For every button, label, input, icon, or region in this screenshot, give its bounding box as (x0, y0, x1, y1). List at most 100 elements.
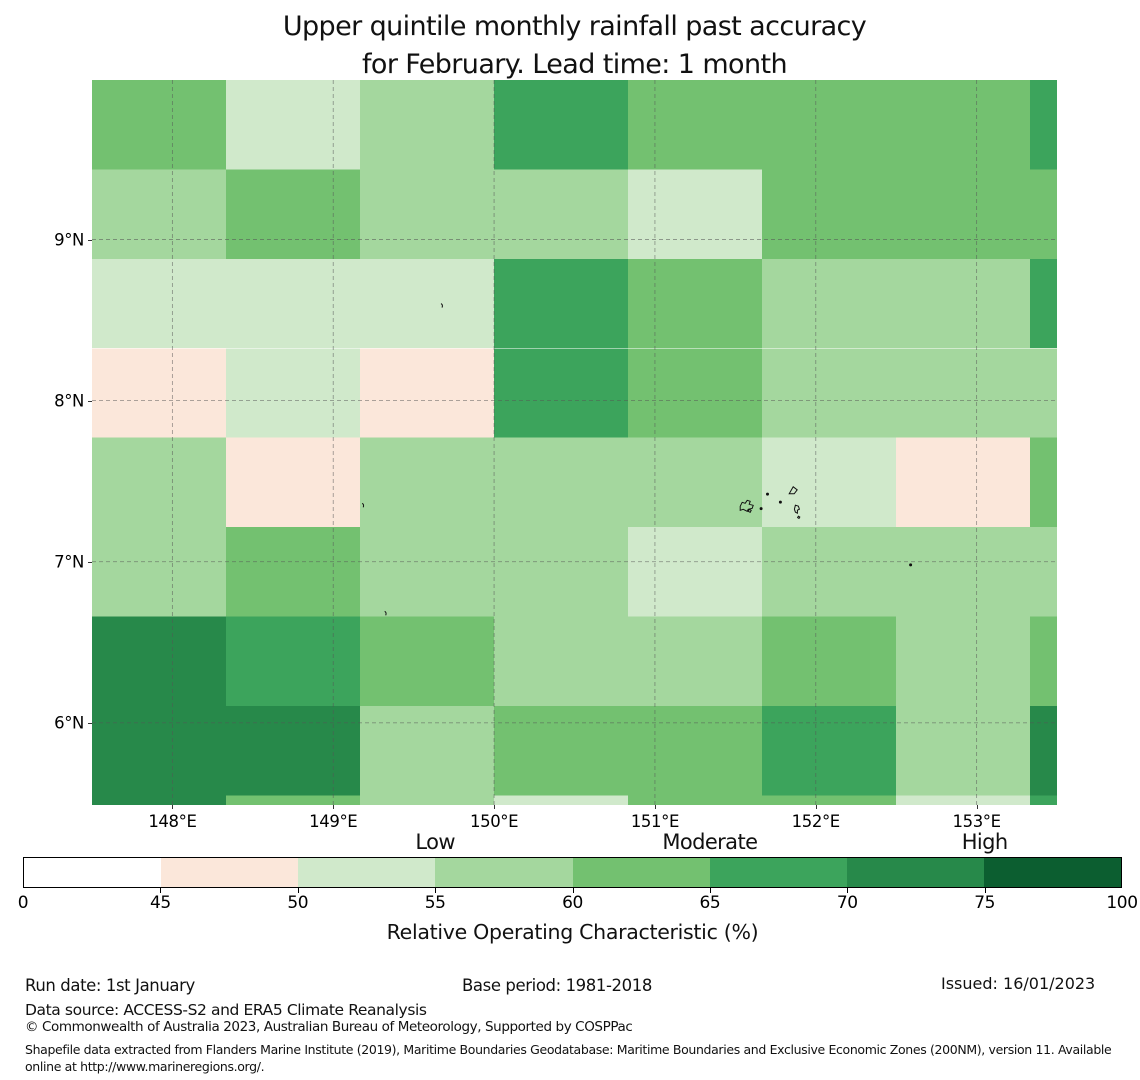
y-tick-label: 8°N (54, 391, 84, 411)
colorbar-segment (709, 858, 847, 887)
heatmap-cell (628, 705, 763, 796)
heatmap-cell (494, 616, 629, 706)
colorbar-tick-label: 65 (699, 893, 721, 913)
heatmap-cell (494, 80, 629, 170)
colorbar-segment (298, 858, 436, 887)
heatmap-cell (896, 616, 1031, 706)
island-comma (440, 303, 443, 308)
heatmap-cell (1030, 258, 1057, 349)
island-outline (361, 502, 365, 508)
island-outline (759, 507, 763, 511)
island-outline (778, 500, 782, 504)
x-tick-label: 150°E (469, 812, 519, 831)
heatmap-cell (762, 437, 897, 528)
heatmap-cell (92, 616, 226, 706)
heatmap-cell (360, 169, 495, 259)
y-tick-mark (88, 561, 92, 563)
base-period-text: Base period: 1981-2018 (462, 976, 652, 995)
x-tick-label: 149°E (309, 812, 358, 831)
heatmap-cell (896, 169, 1031, 259)
heatmap-cell (494, 348, 629, 438)
heatmap-cell (1030, 80, 1057, 170)
heatmap-cell (494, 705, 629, 796)
island-outline (766, 492, 770, 496)
heatmap-cell (226, 795, 361, 805)
x-tick-mark (494, 805, 496, 809)
heatmap-cell (92, 80, 226, 170)
chart-title: Upper quintile monthly rainfall past acc… (92, 8, 1057, 84)
heatmap-cell (1030, 705, 1057, 796)
colorbar-segment (24, 858, 162, 887)
heatmap-cell (226, 705, 361, 796)
island-outline (739, 499, 754, 513)
island-comma (361, 502, 365, 508)
heatmap-cell (1030, 616, 1057, 706)
island-tri (788, 486, 798, 495)
x-tick-mark (654, 805, 656, 809)
island-hook (793, 504, 801, 520)
x-tick-label: 148°E (148, 812, 197, 831)
y-tick-label: 7°N (54, 552, 84, 572)
colorbar-tick-label: 50 (287, 893, 309, 913)
colorbar-axis-label: Relative Operating Characteristic (%) (386, 920, 759, 944)
heatmap-cell (494, 258, 629, 349)
colorbar-tick-label: 45 (149, 893, 171, 913)
y-tick-mark (88, 400, 92, 402)
island-dot (759, 507, 763, 511)
colorbar-tick-label: 60 (562, 893, 583, 913)
heatmap-cell (628, 437, 763, 528)
heatmap-cell (494, 169, 629, 259)
island-outline (788, 486, 798, 495)
heatmap-cell (1030, 437, 1057, 528)
heatmap-cell (762, 795, 897, 805)
y-tick-mark (88, 722, 92, 724)
island-dot (766, 492, 770, 496)
heatmap-cell (762, 348, 897, 438)
colorbar-segment (846, 858, 984, 887)
colorbar-tick-mark (847, 888, 849, 893)
heatmap-cell (896, 258, 1031, 349)
heatmap-cell (896, 437, 1031, 528)
heatmap-cell (628, 258, 763, 349)
x-tick-label: 153°E (952, 812, 1001, 831)
heatmap-cell (360, 80, 495, 170)
colorbar-segment (161, 858, 299, 887)
island-comma (384, 610, 387, 616)
y-tick-label: 6°N (54, 713, 84, 733)
heatmap-cell (360, 258, 495, 349)
heatmap-cell (628, 795, 763, 805)
colorbar-tick-mark (297, 888, 299, 893)
heatmap-cell (360, 527, 495, 617)
colorbar-tick-label: 70 (836, 893, 858, 913)
x-tick-label: 152°E (791, 812, 841, 831)
island-outline (793, 504, 801, 520)
heatmap-cell (226, 527, 361, 617)
island-outline (384, 610, 387, 616)
heatmap-cell (762, 258, 897, 349)
y-tick-label: 9°N (54, 230, 84, 249)
island-blob (739, 499, 754, 513)
shapefile-note-text: Shapefile data extracted from Flanders M… (25, 1042, 1112, 1074)
colorbar-tick-label: 75 (974, 893, 996, 913)
island-outline (440, 303, 443, 308)
heatmap-cell (226, 169, 361, 259)
colorbar-tick-mark (572, 888, 574, 893)
heatmap-cell (226, 437, 361, 528)
copyright-text: © Commonwealth of Australia 2023, Austra… (25, 1019, 633, 1035)
heatmap-cell (628, 616, 763, 706)
heatmap-cell (896, 705, 1031, 796)
colorbar-tick-label: 100 (1106, 893, 1138, 913)
heatmap-cell (226, 348, 361, 438)
heatmap-cell (92, 527, 226, 617)
chart-title-line2: for February. Lead time: 1 month (362, 49, 788, 80)
heatmap-cell (896, 80, 1031, 170)
y-tick-mark (88, 239, 92, 241)
colorbar-segment (435, 858, 573, 887)
colorbar-category-label: High (961, 830, 1008, 854)
heatmap-cell (494, 437, 629, 528)
heatmap-cell (628, 527, 763, 617)
heatmap-cell (360, 705, 495, 796)
colorbar-tick-mark (984, 888, 986, 893)
heatmap-cell (896, 795, 1031, 805)
heatmap-cell (628, 169, 763, 259)
